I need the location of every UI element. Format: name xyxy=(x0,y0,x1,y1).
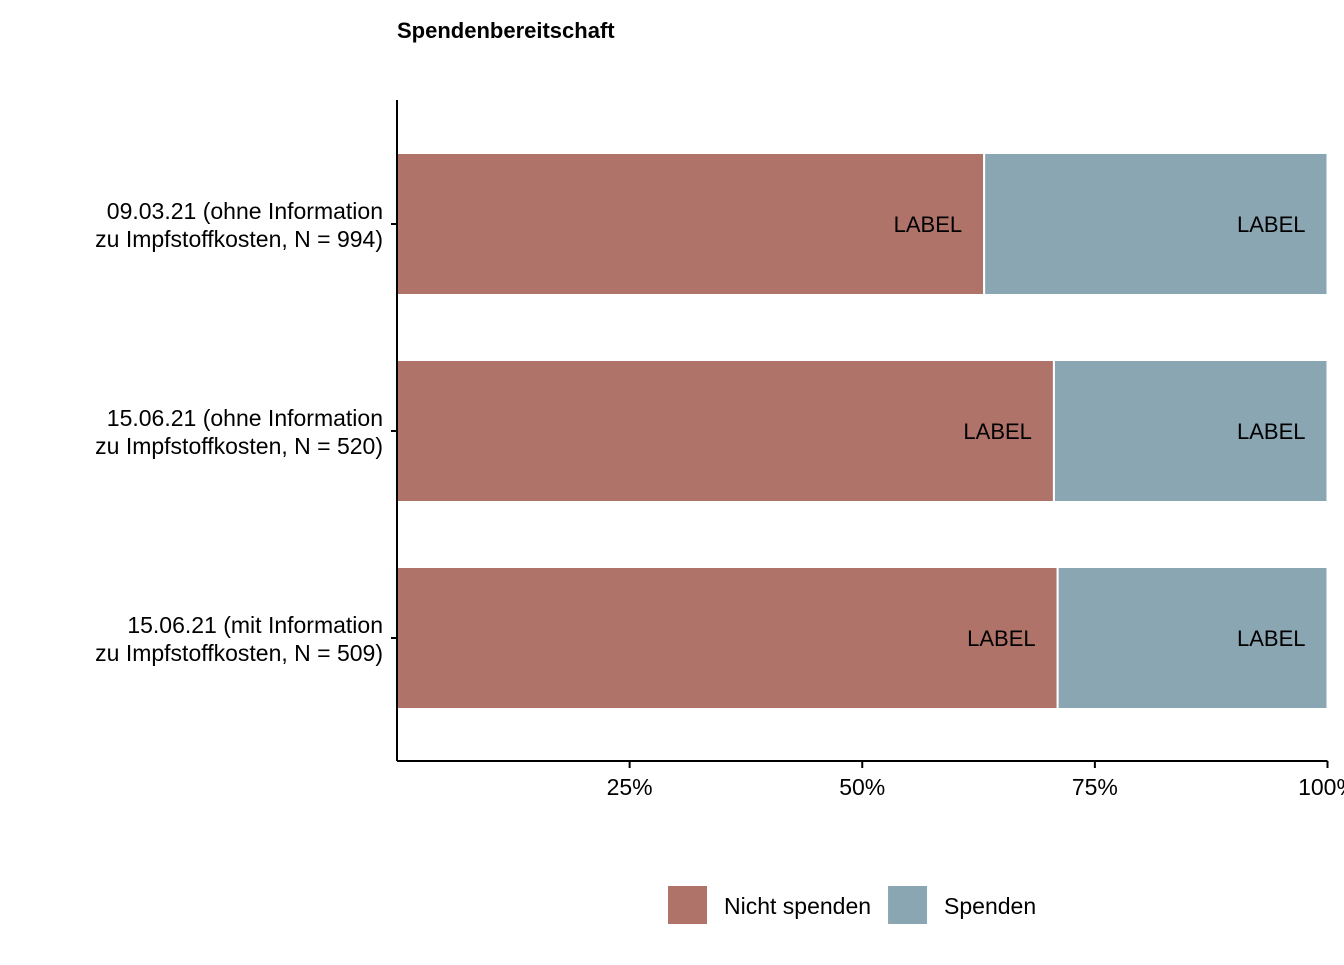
bar-data-label: LABEL xyxy=(1237,212,1306,237)
bar-segment-nicht-spenden xyxy=(396,566,1059,710)
bar-segment-nicht-spenden xyxy=(396,152,986,296)
bar-segment-spenden xyxy=(983,152,1329,296)
x-tick-label: 100% xyxy=(1298,774,1344,800)
legend-label: Spenden xyxy=(944,893,1036,919)
bar-data-label: LABEL xyxy=(1237,419,1306,444)
legend-swatch xyxy=(888,886,928,924)
bar-segment-spenden xyxy=(1056,566,1329,710)
x-tick-label: 75% xyxy=(1072,774,1118,800)
bar-data-label: LABEL xyxy=(1237,626,1306,651)
bar-data-label: LABEL xyxy=(963,419,1032,444)
chart-title: Spendenbereitschaft xyxy=(397,18,615,43)
y-tick-label: 15.06.21 (mit Information zu Impfstoffkos… xyxy=(95,612,383,666)
x-tick-label: 25% xyxy=(607,774,653,800)
y-tick-label: 09.03.21 (ohne Information zu Impfstoffko… xyxy=(95,198,383,252)
x-tick-label: 50% xyxy=(839,774,885,800)
bar-data-label: LABEL xyxy=(894,212,963,237)
bar-data-label: LABEL xyxy=(967,626,1036,651)
legend-label: Nicht spenden xyxy=(724,893,871,919)
bar-segment-spenden xyxy=(1052,359,1329,503)
bar-segment-nicht-spenden xyxy=(396,359,1055,503)
legend-swatch xyxy=(668,886,707,924)
y-tick-label: 15.06.21 (ohne Information zu Impfstoffko… xyxy=(95,405,383,459)
